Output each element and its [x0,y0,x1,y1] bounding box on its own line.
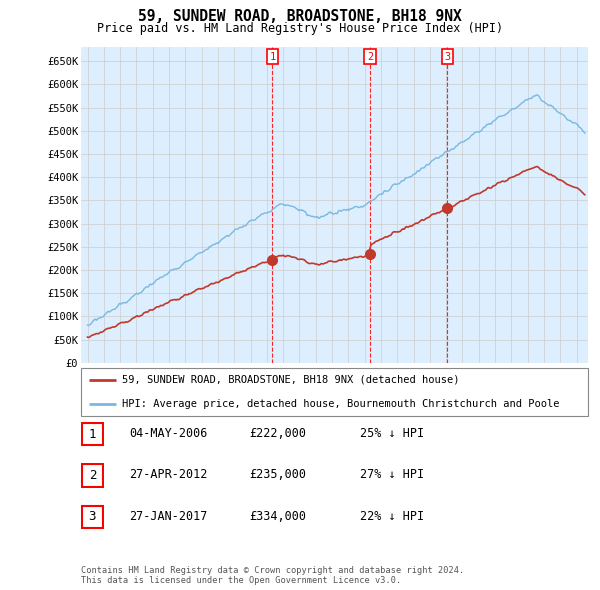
Text: 2: 2 [367,52,373,62]
Text: 27% ↓ HPI: 27% ↓ HPI [360,468,424,481]
Text: 22% ↓ HPI: 22% ↓ HPI [360,510,424,523]
Text: Contains HM Land Registry data © Crown copyright and database right 2024.
This d: Contains HM Land Registry data © Crown c… [81,566,464,585]
Text: £235,000: £235,000 [249,468,306,481]
FancyBboxPatch shape [82,506,103,528]
Text: 27-APR-2012: 27-APR-2012 [129,468,208,481]
Text: £334,000: £334,000 [249,510,306,523]
Text: 27-JAN-2017: 27-JAN-2017 [129,510,208,523]
Text: 1: 1 [269,52,275,62]
Text: 1: 1 [89,428,96,441]
Text: 2: 2 [89,469,96,482]
Text: 3: 3 [89,510,96,523]
Text: 3: 3 [444,52,451,62]
Text: HPI: Average price, detached house, Bournemouth Christchurch and Poole: HPI: Average price, detached house, Bour… [122,399,559,409]
FancyBboxPatch shape [82,423,103,445]
Text: Price paid vs. HM Land Registry's House Price Index (HPI): Price paid vs. HM Land Registry's House … [97,22,503,35]
Text: £222,000: £222,000 [249,427,306,440]
FancyBboxPatch shape [81,368,588,416]
Text: 04-MAY-2006: 04-MAY-2006 [129,427,208,440]
Text: 59, SUNDEW ROAD, BROADSTONE, BH18 9NX: 59, SUNDEW ROAD, BROADSTONE, BH18 9NX [138,9,462,24]
Text: 59, SUNDEW ROAD, BROADSTONE, BH18 9NX (detached house): 59, SUNDEW ROAD, BROADSTONE, BH18 9NX (d… [122,375,459,385]
FancyBboxPatch shape [82,464,103,487]
Text: 25% ↓ HPI: 25% ↓ HPI [360,427,424,440]
